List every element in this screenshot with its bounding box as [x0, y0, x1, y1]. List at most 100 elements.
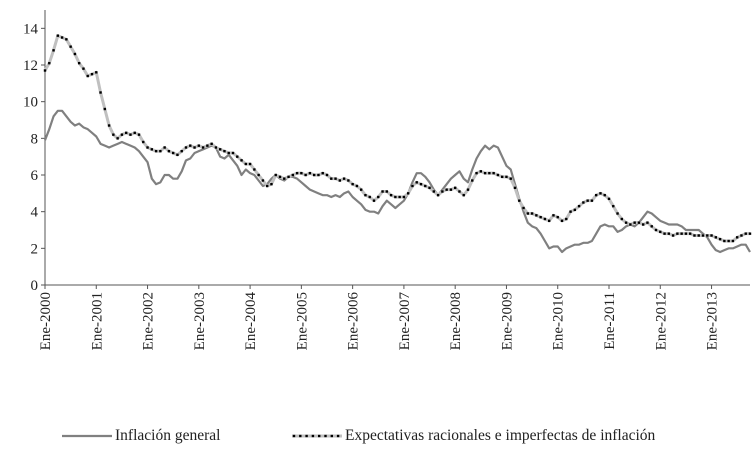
legend-marker — [311, 434, 315, 438]
legend-marker — [305, 434, 308, 438]
legend-swatch — [292, 434, 342, 438]
marker — [560, 219, 564, 223]
marker — [231, 151, 235, 155]
marker — [133, 131, 136, 135]
marker — [124, 131, 128, 135]
marker — [167, 149, 171, 153]
marker — [547, 219, 551, 223]
x-tick-label: Ene-2010 — [551, 292, 567, 350]
marker — [283, 177, 286, 180]
marker — [612, 204, 615, 208]
marker — [569, 210, 572, 213]
marker — [671, 234, 675, 237]
marker — [236, 155, 239, 158]
marker — [650, 225, 653, 228]
marker — [522, 206, 525, 210]
marker — [73, 52, 77, 56]
x-tick-label: Ene-2001 — [89, 292, 105, 350]
marker — [744, 232, 747, 235]
legend-swatch — [62, 434, 112, 438]
marker — [278, 175, 282, 179]
marker — [265, 184, 269, 188]
marker — [693, 234, 696, 237]
marker — [129, 133, 132, 136]
marker — [432, 190, 436, 193]
marker — [154, 149, 158, 153]
marker — [535, 214, 538, 217]
marker — [180, 149, 183, 153]
marker — [723, 239, 726, 243]
marker — [590, 199, 594, 202]
marker — [624, 221, 628, 224]
x-tick-label: Ene-2011 — [602, 292, 618, 350]
marker — [86, 74, 89, 78]
marker — [99, 91, 102, 94]
marker — [351, 182, 354, 186]
marker — [193, 146, 196, 149]
marker — [458, 190, 461, 193]
series-line — [43, 34, 750, 243]
marker — [210, 142, 213, 146]
marker — [616, 212, 619, 215]
marker — [684, 232, 688, 235]
marker — [505, 175, 508, 179]
y-tick-label: 2 — [31, 241, 39, 257]
marker — [697, 234, 700, 237]
marker — [449, 188, 453, 191]
x-tick-label: Ene-2009 — [499, 292, 515, 350]
marker — [663, 232, 666, 235]
marker — [107, 124, 111, 127]
marker — [338, 179, 342, 182]
marker — [248, 162, 252, 166]
marker — [385, 190, 389, 193]
marker — [347, 179, 350, 182]
marker — [368, 195, 371, 199]
x-tick-label: Ene-2005 — [294, 292, 310, 350]
x-tick-label: Ene-2012 — [653, 292, 669, 350]
marker — [317, 173, 320, 177]
marker — [582, 201, 585, 204]
marker — [740, 234, 743, 237]
marker — [48, 61, 51, 65]
marker — [257, 173, 260, 177]
marker — [274, 173, 277, 177]
marker — [488, 171, 491, 175]
marker — [137, 133, 141, 136]
legend-marker — [330, 434, 333, 438]
marker — [659, 230, 662, 234]
marker — [291, 173, 295, 177]
marker — [577, 204, 581, 208]
marker — [308, 171, 312, 175]
marker — [526, 212, 530, 215]
marker — [748, 232, 752, 235]
marker — [325, 173, 329, 177]
marker — [159, 149, 162, 153]
x-tick-label: Ene-2007 — [397, 292, 413, 351]
marker — [377, 195, 380, 199]
x-tick-label: Ene-2006 — [346, 292, 362, 351]
marker — [312, 173, 316, 177]
marker — [594, 193, 598, 197]
marker — [530, 212, 534, 215]
marker — [300, 171, 303, 175]
marker — [120, 133, 124, 136]
marker — [701, 234, 705, 237]
marker — [389, 193, 393, 197]
marker — [445, 188, 448, 191]
marker — [718, 237, 722, 241]
marker — [334, 177, 337, 180]
marker — [82, 67, 85, 70]
marker — [428, 186, 431, 190]
marker — [176, 153, 179, 157]
marker — [629, 223, 632, 226]
marker — [633, 221, 636, 224]
marker — [710, 234, 713, 237]
marker — [500, 175, 504, 179]
marker — [398, 195, 401, 199]
marker — [735, 236, 739, 239]
marker — [556, 215, 559, 219]
x-tick-label: Ene-2002 — [141, 292, 157, 350]
marker — [261, 179, 265, 182]
marker — [706, 234, 709, 237]
y-tick-label: 4 — [31, 205, 39, 221]
